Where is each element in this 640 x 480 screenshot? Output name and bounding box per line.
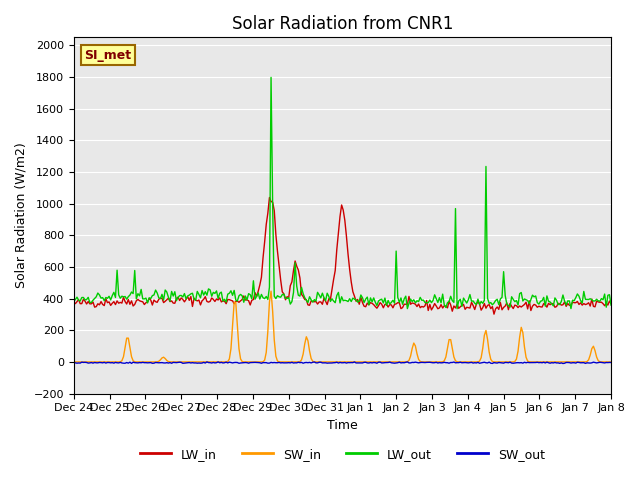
Line: SW_out: SW_out [74, 362, 611, 363]
SW_in [70, 359, 77, 365]
LW_in [189, 303, 196, 309]
SW_out [76, 360, 84, 366]
SW_out [511, 360, 518, 366]
SW_in [517, 324, 525, 330]
Title: Solar Radiation from CNR1: Solar Radiation from CNR1 [232, 15, 453, 33]
SW_in [189, 359, 196, 365]
LW_in [607, 301, 615, 307]
LW_in [266, 195, 273, 201]
SW_out [373, 360, 381, 366]
Text: SI_met: SI_met [84, 48, 132, 62]
LW_out [230, 288, 238, 293]
Y-axis label: Solar Radiation (W/m2): Solar Radiation (W/m2) [15, 143, 28, 288]
SW_out [517, 360, 525, 365]
SW_out [232, 360, 239, 365]
LW_out [607, 302, 615, 308]
SW_in [268, 288, 275, 294]
LW_in [70, 300, 77, 305]
LW_out [513, 298, 520, 303]
SW_out [70, 360, 77, 366]
SW_in [76, 359, 84, 365]
LW_in [519, 303, 527, 309]
LW_in [373, 305, 381, 311]
SW_in [607, 359, 615, 365]
Line: LW_out: LW_out [74, 77, 611, 309]
SW_in [511, 359, 518, 364]
SW_in [230, 300, 238, 305]
LW_out [453, 306, 461, 312]
LW_out [189, 290, 196, 296]
LW_out [268, 74, 275, 80]
Line: SW_in: SW_in [74, 291, 611, 362]
SW_out [189, 360, 196, 366]
Legend: LW_in, SW_in, LW_out, SW_out: LW_in, SW_in, LW_out, SW_out [134, 443, 550, 466]
LW_in [230, 301, 238, 307]
X-axis label: Time: Time [327, 419, 358, 432]
LW_in [490, 311, 498, 317]
LW_in [513, 303, 520, 309]
SW_out [607, 360, 615, 365]
SW_out [559, 360, 567, 366]
LW_in [76, 301, 84, 307]
Line: LW_in: LW_in [74, 198, 611, 314]
LW_out [76, 298, 84, 304]
LW_out [70, 299, 77, 304]
SW_in [373, 359, 381, 365]
SW_out [203, 359, 211, 365]
LW_out [373, 303, 381, 309]
LW_out [519, 298, 527, 304]
